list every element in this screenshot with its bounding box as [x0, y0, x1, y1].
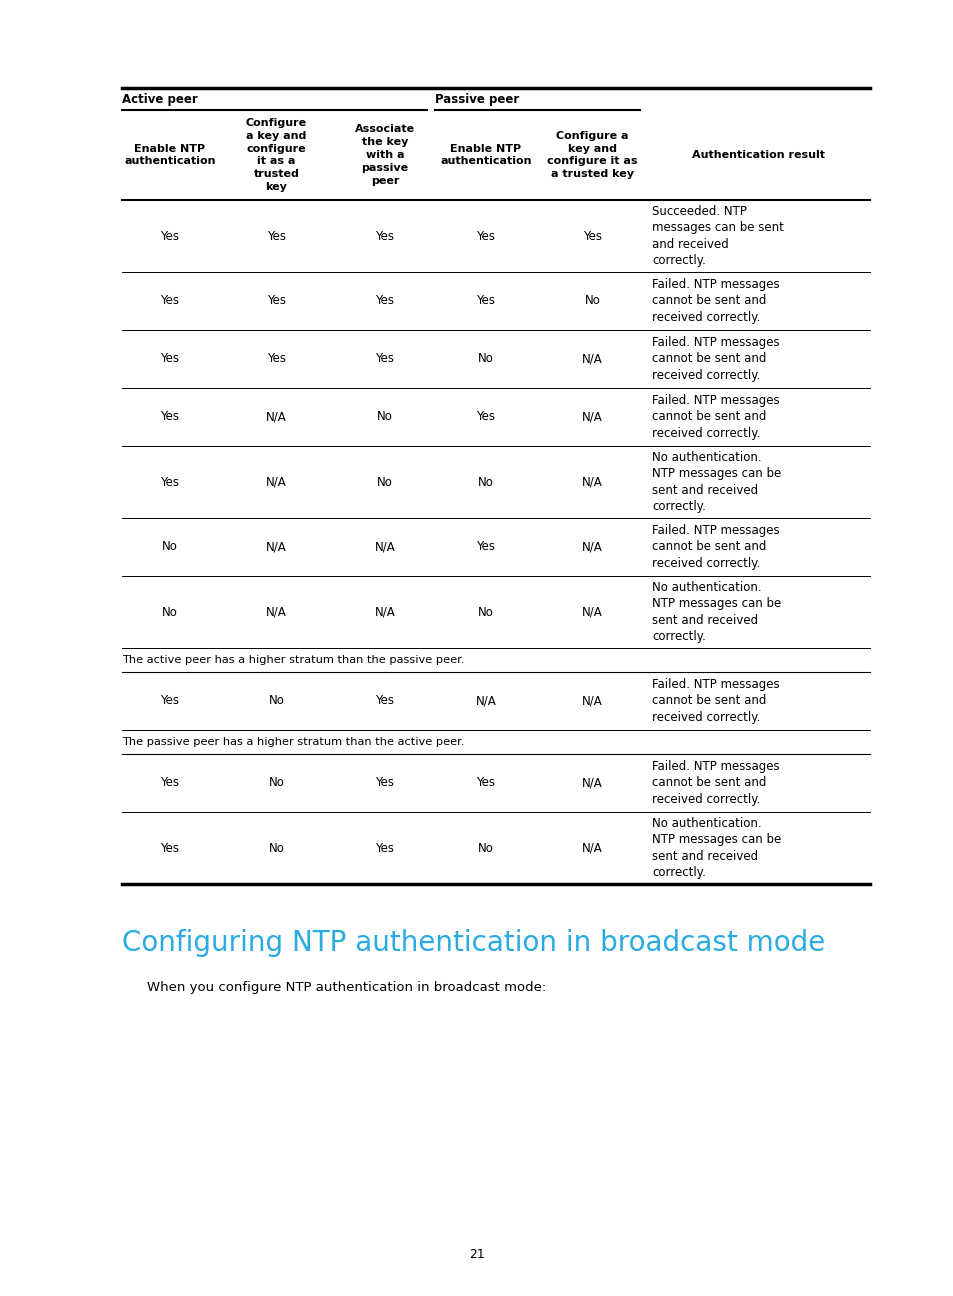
Text: No: No: [269, 776, 284, 789]
Text: N/A: N/A: [581, 841, 602, 854]
Text: Yes: Yes: [160, 229, 179, 242]
Text: N/A: N/A: [266, 476, 287, 489]
Text: Failed. NTP messages
cannot be sent and
received correctly.: Failed. NTP messages cannot be sent and …: [651, 279, 779, 324]
Text: N/A: N/A: [375, 605, 395, 618]
Text: Yes: Yes: [375, 353, 395, 365]
Text: Yes: Yes: [160, 841, 179, 854]
Text: No: No: [269, 695, 284, 708]
Text: N/A: N/A: [581, 353, 602, 365]
Text: Yes: Yes: [375, 776, 395, 789]
Text: No authentication.
NTP messages can be
sent and received
correctly.: No authentication. NTP messages can be s…: [651, 451, 781, 513]
Text: Yes: Yes: [160, 294, 179, 307]
Text: N/A: N/A: [476, 695, 496, 708]
Text: Yes: Yes: [476, 776, 495, 789]
Text: Yes: Yes: [476, 294, 495, 307]
Text: 21: 21: [469, 1248, 484, 1261]
Text: Yes: Yes: [375, 229, 395, 242]
Text: N/A: N/A: [581, 476, 602, 489]
Text: No: No: [162, 605, 178, 618]
Text: Yes: Yes: [267, 294, 286, 307]
Text: Yes: Yes: [476, 540, 495, 553]
Text: When you configure NTP authentication in broadcast mode:: When you configure NTP authentication in…: [147, 981, 546, 994]
Text: No authentication.
NTP messages can be
sent and received
correctly.: No authentication. NTP messages can be s…: [651, 816, 781, 879]
Text: Enable NTP
authentication: Enable NTP authentication: [439, 144, 531, 166]
Text: No: No: [584, 294, 599, 307]
Text: Failed. NTP messages
cannot be sent and
received correctly.: Failed. NTP messages cannot be sent and …: [651, 394, 779, 441]
Text: N/A: N/A: [581, 411, 602, 424]
Text: Authentication result: Authentication result: [692, 150, 824, 159]
Text: Yes: Yes: [160, 411, 179, 424]
Text: Yes: Yes: [160, 353, 179, 365]
Text: No: No: [477, 605, 494, 618]
Text: Yes: Yes: [160, 476, 179, 489]
Text: Yes: Yes: [476, 229, 495, 242]
Text: No: No: [162, 540, 178, 553]
Text: N/A: N/A: [375, 540, 395, 553]
Text: Failed. NTP messages
cannot be sent and
received correctly.: Failed. NTP messages cannot be sent and …: [651, 336, 779, 382]
Text: Failed. NTP messages
cannot be sent and
received correctly.: Failed. NTP messages cannot be sent and …: [651, 678, 779, 724]
Text: No authentication.
NTP messages can be
sent and received
correctly.: No authentication. NTP messages can be s…: [651, 581, 781, 643]
Text: Yes: Yes: [160, 776, 179, 789]
Text: Configure a
key and
configure it as
a trusted key: Configure a key and configure it as a tr…: [547, 131, 638, 179]
Text: No: No: [477, 476, 494, 489]
Text: Yes: Yes: [375, 841, 395, 854]
Text: The active peer has a higher stratum than the passive peer.: The active peer has a higher stratum tha…: [122, 654, 464, 665]
Text: N/A: N/A: [581, 776, 602, 789]
Text: Yes: Yes: [375, 695, 395, 708]
Text: Yes: Yes: [476, 411, 495, 424]
Text: Configure
a key and
configure
it as a
trusted
key: Configure a key and configure it as a tr…: [246, 118, 307, 192]
Text: Active peer: Active peer: [122, 93, 197, 106]
Text: No: No: [477, 353, 494, 365]
Text: Yes: Yes: [267, 353, 286, 365]
Text: N/A: N/A: [581, 540, 602, 553]
Text: Failed. NTP messages
cannot be sent and
received correctly.: Failed. NTP messages cannot be sent and …: [651, 524, 779, 570]
Text: N/A: N/A: [581, 605, 602, 618]
Text: Yes: Yes: [375, 294, 395, 307]
Text: N/A: N/A: [266, 411, 287, 424]
Text: Failed. NTP messages
cannot be sent and
received correctly.: Failed. NTP messages cannot be sent and …: [651, 759, 779, 806]
Text: Yes: Yes: [160, 695, 179, 708]
Text: Enable NTP
authentication: Enable NTP authentication: [124, 144, 215, 166]
Text: Configuring NTP authentication in broadcast mode: Configuring NTP authentication in broadc…: [122, 929, 824, 956]
Text: Yes: Yes: [582, 229, 601, 242]
Text: Yes: Yes: [267, 229, 286, 242]
Text: Associate
the key
with a
passive
peer: Associate the key with a passive peer: [355, 124, 415, 185]
Text: Succeeded. NTP
messages can be sent
and received
correctly.: Succeeded. NTP messages can be sent and …: [651, 205, 783, 267]
Text: N/A: N/A: [266, 540, 287, 553]
Text: N/A: N/A: [581, 695, 602, 708]
Text: N/A: N/A: [266, 605, 287, 618]
Text: No: No: [269, 841, 284, 854]
Text: No: No: [376, 476, 393, 489]
Text: No: No: [376, 411, 393, 424]
Text: Passive peer: Passive peer: [435, 93, 518, 106]
Text: No: No: [477, 841, 494, 854]
Text: The passive peer has a higher stratum than the active peer.: The passive peer has a higher stratum th…: [122, 737, 464, 746]
